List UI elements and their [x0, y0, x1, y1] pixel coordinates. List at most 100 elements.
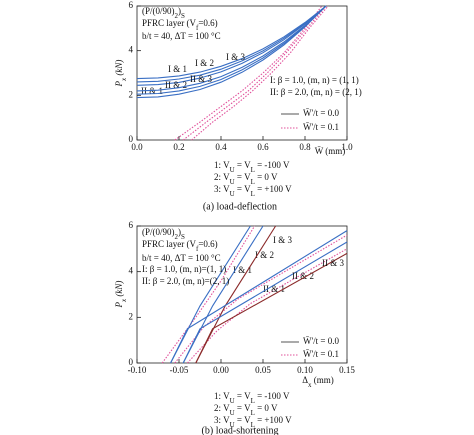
x-tick-label: 0.10 — [297, 365, 313, 375]
text-part: =0.6) — [198, 18, 217, 28]
text-part: = +100 V — [255, 415, 292, 425]
x-tick-label: -0.05 — [170, 365, 189, 375]
text-part: ) — [178, 227, 181, 237]
text-part: U — [230, 166, 235, 174]
x-tick-label: 0.8 — [299, 142, 311, 152]
text-part: = 0 V — [255, 172, 278, 182]
y-tick-label: 2 — [129, 311, 134, 321]
x-tick-label: 0.4 — [215, 142, 227, 152]
imperfect-curve — [191, 5, 329, 141]
y-axis-label: Px (kN) — [114, 60, 128, 88]
annotation: I: β = 1.0, (m, n) = (1, 1) — [270, 75, 359, 85]
y-tick-label: 6 — [129, 220, 134, 230]
legend-label: W̄'/t = 0.0 — [303, 336, 339, 346]
x-axis-label: W̄ (mm) — [315, 146, 346, 156]
text-part: PFRC layer (V — [142, 239, 197, 249]
text-part: x — [120, 77, 128, 82]
curve-label: II & 2 — [292, 271, 314, 281]
text-part: = V — [235, 391, 251, 401]
text-part: U — [230, 190, 235, 198]
text-part: = -100 V — [255, 391, 290, 401]
imperfect-curve — [186, 248, 348, 364]
legend-label: W̄'/t = 0.0 — [303, 108, 339, 118]
curve — [136, 5, 327, 80]
text-part: = V — [235, 415, 251, 425]
text-part: f — [196, 24, 199, 32]
text-part: U — [230, 421, 235, 429]
text-part: U — [230, 397, 235, 405]
plot-frame — [136, 5, 348, 141]
text-part: 3: V — [214, 415, 230, 425]
y-tick-label: 4 — [129, 45, 134, 55]
text-part: (P/(0/90) — [142, 227, 175, 237]
text-part: x — [120, 298, 128, 303]
curve-label: II & 1 — [141, 86, 163, 96]
curve — [136, 5, 327, 83]
annotation: b/t = 40, ΔT = 100 °C — [142, 31, 221, 41]
x-tick-label: 0.00 — [213, 365, 229, 375]
text-part: = 0 V — [255, 403, 278, 413]
text-part: = -100 V — [255, 160, 290, 170]
annotation: (P/(0/90)2)S — [142, 227, 185, 241]
annotation: II: β = 2.0, (m, n)=(2, 1) — [142, 276, 229, 286]
text-part: = V — [235, 403, 251, 413]
annotation: (P/(0/90)2)S — [142, 6, 185, 20]
curve-label: I & 2 — [255, 250, 274, 260]
text-part: P — [114, 301, 124, 308]
x-tick-label: -0.10 — [128, 365, 147, 375]
y-tick-label: 4 — [129, 266, 134, 276]
text-part: Δ — [302, 375, 308, 385]
text-part: = V — [235, 184, 251, 194]
note: 3: VU = VL = +100 V — [214, 415, 292, 429]
imperfect-curve — [161, 225, 256, 364]
plot-frame — [136, 225, 348, 364]
annotation: PFRC layer (Vf=0.6) — [142, 239, 218, 253]
x-tick-label: 0.05 — [255, 365, 271, 375]
x-tick-label: 0.6 — [257, 142, 269, 152]
curve-label: I & 2 — [195, 58, 214, 68]
note: 1: VU = VL = -100 V — [214, 160, 290, 174]
curve-label: II & 3 — [190, 74, 212, 84]
text-part: x — [308, 381, 312, 389]
annotation: b/t = 40, ΔT = 100 °C — [142, 253, 221, 263]
curve — [136, 5, 327, 86]
y-tick-label: 0 — [129, 134, 134, 144]
curve — [170, 230, 348, 364]
curve-label: I & 3 — [226, 52, 245, 62]
x-tick-label: 0.15 — [339, 365, 355, 375]
curve-label: II & 3 — [322, 258, 344, 268]
text-part: (kN) — [114, 60, 124, 78]
curve-label: II & 1 — [263, 284, 285, 294]
annotation: PFRC layer (Vf=0.6) — [142, 18, 218, 32]
text-part: 2 — [175, 12, 179, 20]
text-part: (mm) — [312, 375, 334, 385]
text-part: 2: V — [214, 403, 230, 413]
text-part: =0.6) — [198, 239, 217, 249]
text-part: 1: V — [214, 160, 230, 170]
curve — [195, 252, 348, 364]
text-part: = V — [235, 172, 251, 182]
x-axis-label: Δx (mm) — [302, 375, 334, 389]
imperfect-curve — [174, 234, 348, 364]
note: 1: VU = VL = -100 V — [214, 391, 290, 405]
text-part: U — [230, 178, 235, 186]
note: 3: VU = VL = +100 V — [214, 184, 292, 198]
note: 2: VU = VL = 0 V — [214, 403, 278, 417]
curve — [136, 5, 327, 99]
text-part: L — [251, 397, 255, 405]
text-part: (P/(0/90) — [142, 6, 175, 16]
caption: (a) load-deflection — [203, 201, 277, 212]
text-part: L — [251, 166, 255, 174]
text-part: f — [196, 245, 199, 253]
curve — [136, 5, 327, 92]
text-part: L — [251, 190, 255, 198]
legend-label: W̄'/t = 0.1 — [303, 349, 339, 359]
text-part: (kN) — [114, 281, 124, 299]
note: 2: VU = VL = 0 V — [214, 172, 278, 186]
text-part: S — [181, 233, 185, 241]
y-axis-label: Px (kN) — [114, 281, 128, 309]
text-part: L — [251, 421, 255, 429]
y-tick-label: 2 — [129, 89, 134, 99]
text-part: 2 — [175, 233, 179, 241]
